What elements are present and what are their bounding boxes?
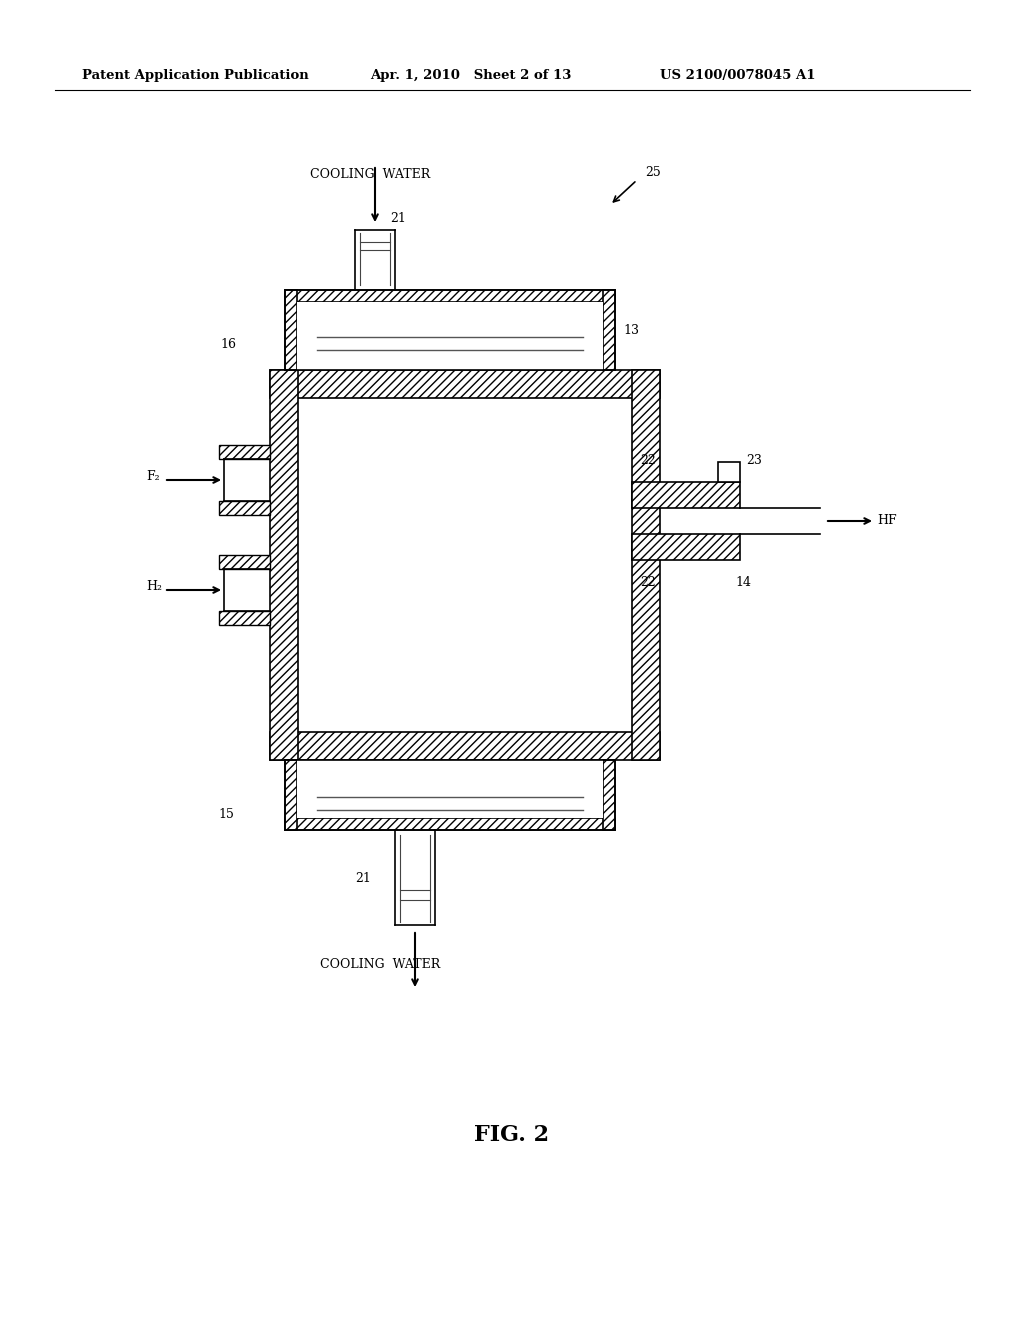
Text: Apr. 1, 2010   Sheet 2 of 13: Apr. 1, 2010 Sheet 2 of 13 bbox=[370, 69, 571, 82]
Text: 21: 21 bbox=[355, 871, 371, 884]
Text: 16: 16 bbox=[220, 338, 236, 351]
Bar bbox=[285, 290, 615, 302]
Bar bbox=[297, 760, 603, 818]
Text: 23: 23 bbox=[746, 454, 762, 466]
Bar bbox=[718, 462, 740, 482]
Text: 14: 14 bbox=[735, 576, 751, 589]
Bar bbox=[270, 733, 660, 760]
Bar bbox=[285, 290, 297, 370]
Text: FIG. 2: FIG. 2 bbox=[474, 1125, 550, 1146]
Text: 25: 25 bbox=[645, 165, 660, 178]
Bar bbox=[298, 399, 632, 733]
Text: Patent Application Publication: Patent Application Publication bbox=[82, 69, 309, 82]
Bar bbox=[285, 760, 297, 830]
Bar bbox=[270, 370, 298, 760]
Bar bbox=[632, 482, 740, 508]
Text: 15: 15 bbox=[218, 808, 233, 821]
Bar bbox=[632, 535, 740, 560]
Text: H₂: H₂ bbox=[146, 579, 162, 593]
Bar bbox=[285, 760, 615, 830]
Bar bbox=[603, 290, 615, 370]
Bar bbox=[219, 554, 270, 569]
Text: COOLING  WATER: COOLING WATER bbox=[319, 958, 440, 972]
Text: 22: 22 bbox=[640, 454, 655, 466]
Bar bbox=[219, 445, 270, 459]
Bar bbox=[297, 302, 603, 370]
Bar bbox=[632, 370, 660, 760]
Text: 21: 21 bbox=[390, 211, 406, 224]
Text: US 2100/0078045 A1: US 2100/0078045 A1 bbox=[660, 69, 815, 82]
Bar bbox=[219, 502, 270, 515]
Text: HF: HF bbox=[877, 515, 897, 528]
Text: 13: 13 bbox=[623, 323, 639, 337]
Text: F₂: F₂ bbox=[146, 470, 160, 483]
Bar bbox=[285, 818, 615, 830]
Bar bbox=[270, 370, 660, 399]
Bar bbox=[603, 760, 615, 830]
Bar bbox=[285, 290, 615, 370]
Text: COOLING  WATER: COOLING WATER bbox=[310, 169, 430, 181]
Text: 22: 22 bbox=[640, 576, 655, 589]
Bar bbox=[219, 611, 270, 624]
